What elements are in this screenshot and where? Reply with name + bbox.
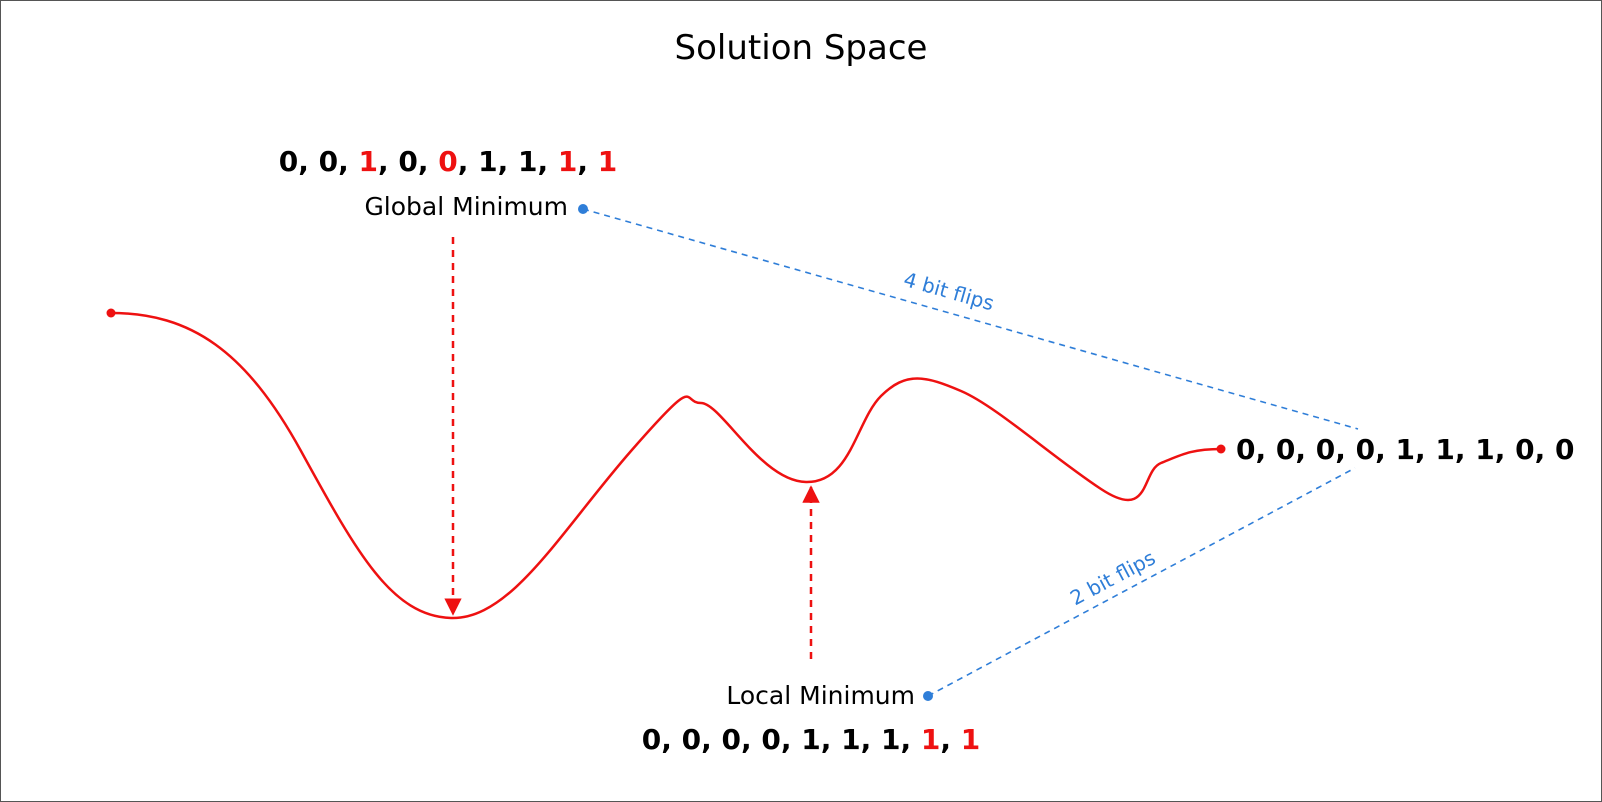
bit-separator: , (1375, 433, 1395, 466)
bit-separator: , (661, 723, 681, 756)
bit-separator: , (577, 145, 597, 178)
current-solution-bit: 0 (1356, 433, 1375, 466)
current-solution-dot (1216, 444, 1226, 454)
global-flip-count: 4 bit flips (901, 267, 997, 315)
connector-to-global (582, 208, 1359, 430)
bit-separator: , (1495, 433, 1515, 466)
local-minimum-bit: 0 (682, 723, 701, 756)
local-minimum-label: Local Minimum (726, 681, 915, 710)
connector-to-local (927, 467, 1356, 697)
global-minimum-bits: 0, 0, 1, 0, 0, 1, 1, 1, 1 (279, 145, 617, 178)
bit-separator: , (940, 723, 960, 756)
current-solution-bit: 1 (1435, 433, 1454, 466)
global-minimum-bit: 1 (558, 145, 577, 178)
bit-separator: , (861, 723, 881, 756)
local-minimum-bit: 1 (841, 723, 860, 756)
local-minimum-bit: 0 (642, 723, 661, 756)
current-solution-bit: 0 (1276, 433, 1295, 466)
bit-separator: , (1335, 433, 1355, 466)
bit-separator: , (1255, 433, 1275, 466)
diagram-title: Solution Space (675, 28, 928, 68)
local-flip-count: 2 bit flips (1066, 545, 1159, 610)
global-minimum-bit: 1 (518, 145, 537, 178)
bit-separator: , (378, 145, 398, 178)
bit-separator: , (458, 145, 478, 178)
bit-separator: , (338, 145, 358, 178)
global-minimum-bit: 1 (478, 145, 497, 178)
global-minimum-bit: 1 (359, 145, 378, 178)
bit-separator: , (781, 723, 801, 756)
bit-separator: , (298, 145, 318, 178)
global-minimum-label: Global Minimum (364, 192, 568, 221)
bit-separator: , (1415, 433, 1435, 466)
current-solution-bit: 0 (1316, 433, 1335, 466)
bit-separator: , (1535, 433, 1555, 466)
bit-separator: , (1455, 433, 1475, 466)
local-minimum-bit: 1 (801, 723, 820, 756)
energy-landscape-curve (110, 311, 1222, 620)
current-solution-bit: 0 (1236, 433, 1255, 466)
bit-separator: , (900, 723, 920, 756)
local-minimum-bit: 0 (722, 723, 741, 756)
current-solution-bit: 1 (1396, 433, 1415, 466)
current-solution-bits: 0, 0, 0, 0, 1, 1, 1, 0, 0 (1236, 433, 1574, 466)
bit-separator: , (1295, 433, 1315, 466)
local-minimum-dot (923, 691, 933, 701)
global-minimum-bit: 1 (598, 145, 617, 178)
bit-separator: , (498, 145, 518, 178)
global-minimum-dot (578, 204, 588, 214)
global-minimum-bit: 0 (279, 145, 298, 178)
bit-separator: , (701, 723, 721, 756)
current-solution-bit: 0 (1555, 433, 1574, 466)
local-minimum-bit: 1 (961, 723, 980, 756)
local-minimum-bit: 1 (921, 723, 940, 756)
local-minimum-bit: 1 (881, 723, 900, 756)
bit-separator: , (821, 723, 841, 756)
local-minimum-bit: 0 (761, 723, 780, 756)
curve-start-dot (106, 308, 116, 318)
bit-separator: , (537, 145, 557, 178)
current-solution-bit: 1 (1475, 433, 1494, 466)
global-minimum-bit: 0 (398, 145, 417, 178)
global-minimum-bit: 0 (319, 145, 338, 178)
global-minimum-bit: 0 (438, 145, 457, 178)
bit-separator: , (418, 145, 438, 178)
current-solution-bit: 0 (1515, 433, 1534, 466)
local-minimum-bits: 0, 0, 0, 0, 1, 1, 1, 1, 1 (642, 723, 980, 756)
bit-separator: , (741, 723, 761, 756)
